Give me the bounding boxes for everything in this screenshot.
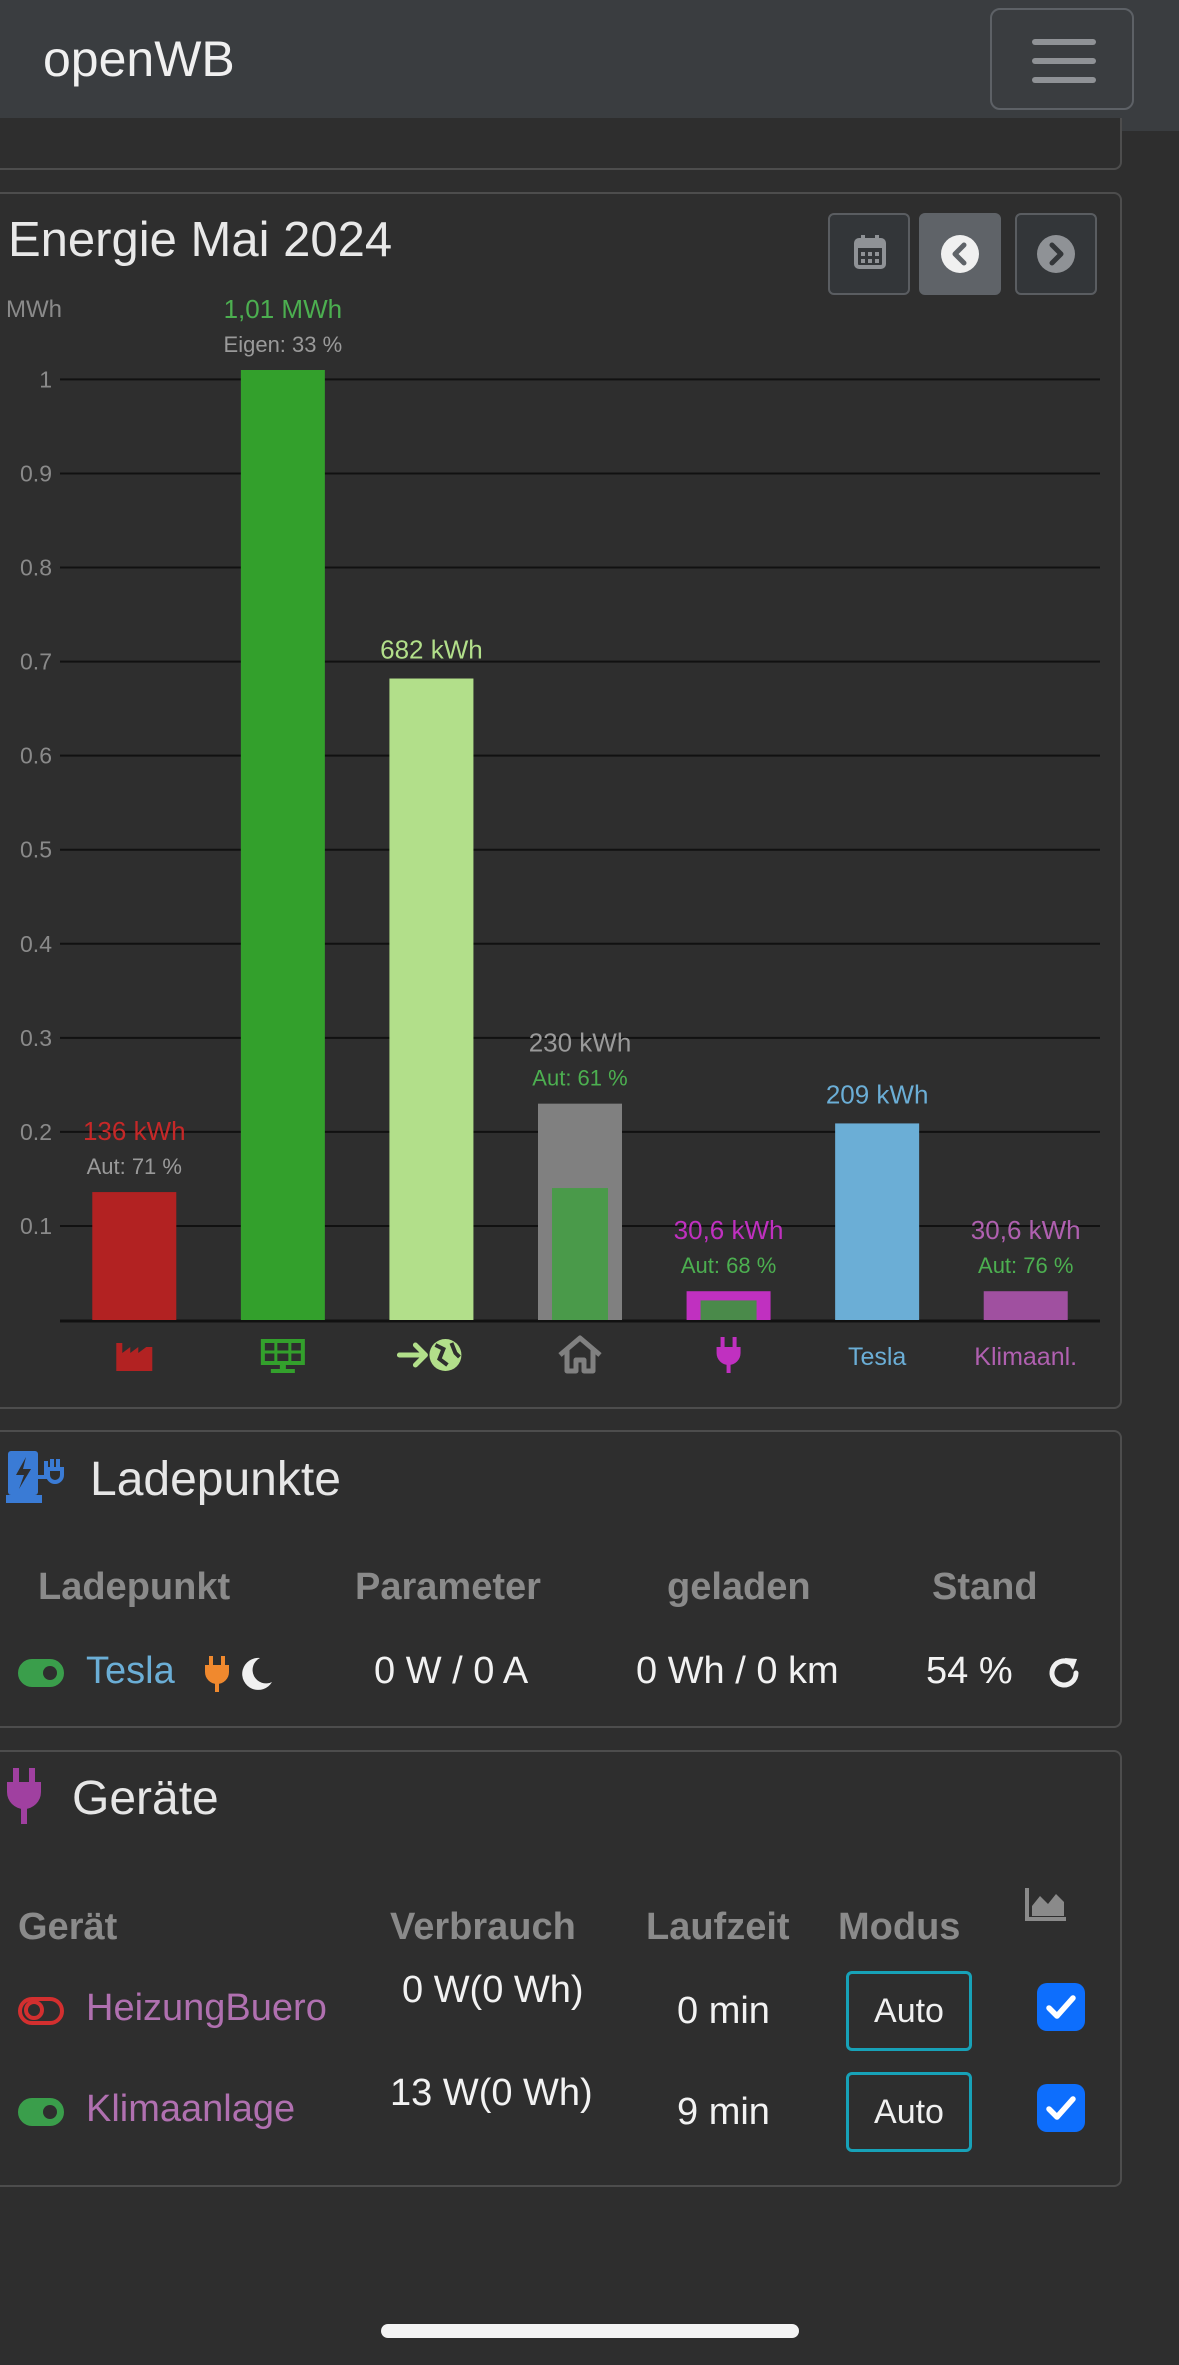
bar-value-label: 209 kWh <box>826 1079 929 1109</box>
calendar-button[interactable] <box>828 213 910 295</box>
calendar-icon <box>854 235 886 269</box>
header-verbrauch: Verbrauch <box>390 1906 576 1948</box>
bar-sub-label: Aut: 76 % <box>978 1253 1073 1278</box>
grid-export-icon <box>396 1339 462 1371</box>
energy-chart: MWh 0.1 0.2 0.3 0.4 0.5 0.6 0.7 0.8 0.9 1 136 kWh… <box>6 294 1100 1374</box>
navbar: openWB <box>0 0 1179 131</box>
hamburger-line <box>1032 58 1096 64</box>
house-icon <box>558 1335 602 1374</box>
header-modus: Modus <box>838 1906 961 1948</box>
bar-value-label: 230 kWh <box>529 1028 632 1058</box>
geraet-verbrauch: 13 W(0 Wh) <box>390 2072 593 2114</box>
plug-icon <box>716 1337 741 1373</box>
checkmark-icon <box>1046 2096 1076 2120</box>
y-tick-label: 0.4 <box>20 931 52 957</box>
next-month-button[interactable] <box>1015 213 1097 295</box>
ladepunkt-toggle-tesla[interactable] <box>18 1659 64 1687</box>
area-chart-icon[interactable] <box>1024 1886 1068 1922</box>
y-tick-label: 0.7 <box>20 649 52 675</box>
bar-tesla[interactable] <box>835 1123 920 1320</box>
bar-value-label: 1,01 MWh <box>224 294 343 324</box>
y-tick-label: 0.9 <box>20 460 52 486</box>
ladepunkt-parameter: 0 W / 0 A <box>374 1650 529 1692</box>
previous-month-button[interactable] <box>919 213 1001 295</box>
plug-icon <box>7 1768 41 1824</box>
geraet-name[interactable]: HeizungBuero <box>86 1987 327 2029</box>
solar-panel-icon <box>260 1339 305 1373</box>
geraet-laufzeit: 9 min <box>677 2091 770 2133</box>
geraet-toggle-heizungbuero[interactable] <box>18 1997 64 2025</box>
geraet-checkbox[interactable] <box>1037 1983 1085 2031</box>
y-tick-label: 0.1 <box>20 1213 52 1239</box>
bars <box>92 370 1068 1320</box>
y-tick-label: 0.5 <box>20 837 52 863</box>
brand[interactable]: openWB <box>43 31 235 87</box>
header-ladepunkt: Ladepunkt <box>38 1566 231 1608</box>
y-tick-label: 0.3 <box>20 1025 52 1051</box>
bar-import[interactable] <box>92 1192 177 1320</box>
bar-value-label: 30,6 kWh <box>674 1215 784 1245</box>
header-parameter: Parameter <box>355 1566 541 1608</box>
bar-value-label: 682 kWh <box>380 635 483 665</box>
geraete-title: Geräte <box>72 1772 219 1825</box>
x-label-tesla: Tesla <box>848 1343 906 1371</box>
ladepunkt-stand: 54 % <box>926 1650 1013 1692</box>
checkmark-icon <box>1046 1995 1076 2019</box>
geraet-toggle-klimaanlage[interactable] <box>18 2098 64 2126</box>
geraete-card <box>0 1750 1122 2187</box>
y-tick-label: 0.6 <box>20 743 52 769</box>
hamburger-icon <box>1032 39 1096 45</box>
header-geladen: geladen <box>667 1566 811 1608</box>
modus-button[interactable]: Auto <box>846 1971 972 2051</box>
plug-icon <box>205 1656 229 1692</box>
header-geraet: Gerät <box>18 1906 118 1948</box>
ladepunkte-card <box>0 1430 1122 1728</box>
y-tick-label: 0.8 <box>20 555 52 581</box>
y-tick-label: 0.2 <box>20 1119 52 1145</box>
modus-button[interactable]: Auto <box>846 2072 972 2152</box>
y-axis-unit: MWh <box>6 296 62 323</box>
chevron-right-circle-icon <box>1037 235 1075 273</box>
chevron-left-circle-icon <box>941 235 979 273</box>
geraet-laufzeit: 0 min <box>677 1990 770 2032</box>
charging-station-icon <box>6 1451 64 1503</box>
bar-export[interactable] <box>389 678 474 1320</box>
bar-inner-charging <box>700 1300 757 1320</box>
home-indicator[interactable] <box>381 2324 799 2338</box>
y-tick-label: 1 <box>39 366 52 392</box>
geraet-verbrauch: 0 W(0 Wh) <box>402 1969 584 2011</box>
ladepunkte-title: Ladepunkte <box>90 1453 341 1506</box>
geraet-name[interactable]: Klimaanlage <box>86 2088 296 2130</box>
bar-value-label: 30,6 kWh <box>971 1215 1081 1245</box>
previous-card <box>0 118 1122 170</box>
bar-inner-house <box>552 1188 608 1320</box>
hamburger-line <box>1032 77 1096 83</box>
bar-sub-label: Aut: 71 % <box>87 1154 182 1179</box>
ladepunkt-name[interactable]: Tesla <box>86 1650 175 1692</box>
bar-sub-label: Eigen: 33 % <box>224 332 343 357</box>
refresh-icon[interactable] <box>1046 1655 1082 1691</box>
ladepunkt-geladen: 0 Wh / 0 km <box>636 1650 839 1692</box>
chart-title: Energie Mai 2024 <box>8 213 393 267</box>
x-label-klima: Klimaanl. <box>974 1343 1077 1371</box>
bar-sub-label: Aut: 61 % <box>532 1066 627 1091</box>
bar-labels: 136 kWh Aut: 71 % 1,01 MWh Eigen: 33 % 682 k… <box>83 294 1081 1278</box>
header-laufzeit: Laufzeit <box>646 1906 790 1948</box>
bar-pv[interactable] <box>240 370 325 1320</box>
moon-icon <box>242 1657 272 1690</box>
menu-toggle-button[interactable] <box>990 8 1134 110</box>
x-axis-icons: Tesla Klimaanl. <box>116 1335 1077 1374</box>
header-stand: Stand <box>932 1566 1038 1608</box>
bar-value-label: 136 kWh <box>83 1116 186 1146</box>
geraet-checkbox[interactable] <box>1037 2084 1085 2132</box>
factory-icon <box>116 1343 153 1371</box>
bar-sub-label: Aut: 68 % <box>681 1253 776 1278</box>
grid-lines: 0.1 0.2 0.3 0.4 0.5 0.6 0.7 0.8 0.9 1 <box>20 366 1100 1323</box>
bar-klima[interactable] <box>983 1291 1068 1320</box>
